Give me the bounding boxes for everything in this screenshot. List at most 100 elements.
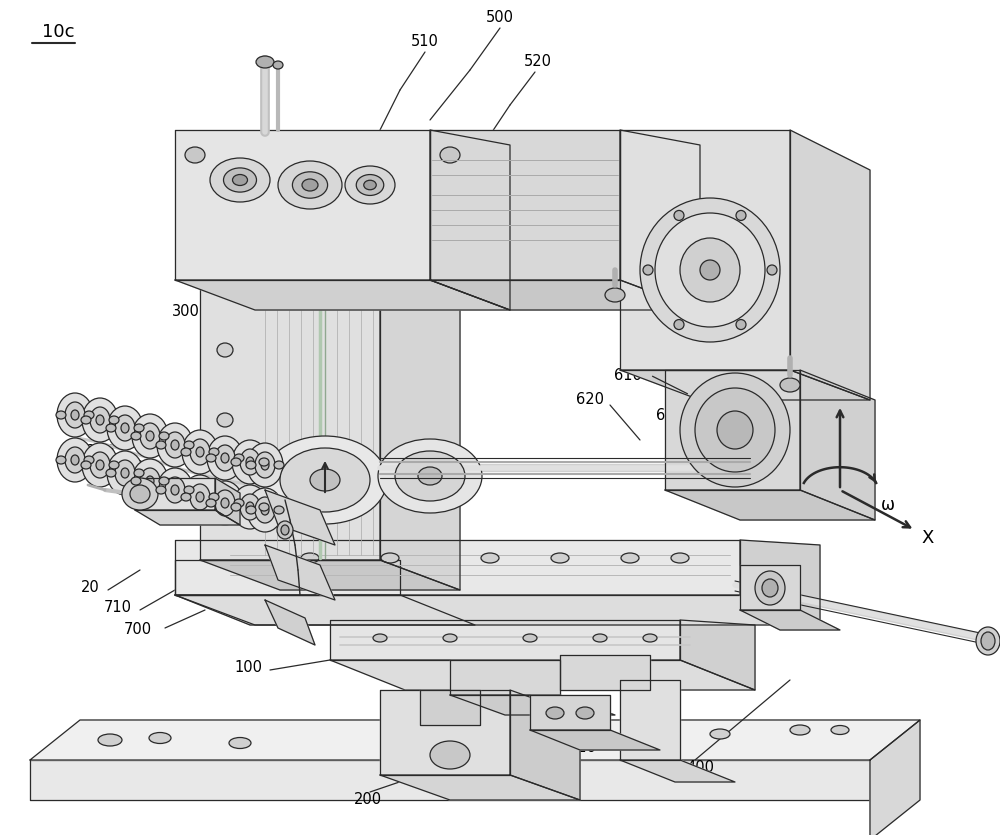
Ellipse shape [261, 505, 269, 515]
Polygon shape [740, 540, 820, 625]
Polygon shape [30, 760, 870, 800]
Ellipse shape [364, 180, 376, 190]
Polygon shape [870, 720, 920, 835]
Ellipse shape [680, 373, 790, 487]
Ellipse shape [255, 452, 275, 478]
Ellipse shape [345, 166, 395, 204]
Ellipse shape [82, 398, 118, 442]
Ellipse shape [65, 447, 85, 473]
Ellipse shape [90, 407, 110, 433]
Ellipse shape [206, 454, 216, 462]
Ellipse shape [259, 458, 269, 466]
Ellipse shape [115, 460, 135, 486]
Ellipse shape [207, 436, 243, 480]
Ellipse shape [81, 416, 91, 424]
Ellipse shape [274, 461, 284, 469]
Ellipse shape [157, 468, 193, 512]
Ellipse shape [131, 432, 141, 440]
Ellipse shape [109, 416, 119, 424]
Ellipse shape [71, 455, 79, 465]
Polygon shape [620, 760, 735, 782]
Ellipse shape [277, 521, 293, 539]
Text: 200: 200 [354, 792, 382, 807]
Ellipse shape [655, 213, 765, 327]
Polygon shape [790, 130, 870, 400]
Text: 610: 610 [614, 367, 642, 382]
Ellipse shape [121, 423, 129, 433]
Ellipse shape [378, 439, 482, 513]
Ellipse shape [373, 634, 387, 642]
Polygon shape [175, 595, 475, 625]
Ellipse shape [310, 469, 340, 491]
Ellipse shape [215, 445, 235, 471]
Polygon shape [265, 545, 335, 600]
Polygon shape [620, 680, 680, 760]
Ellipse shape [56, 411, 66, 419]
Ellipse shape [549, 735, 571, 746]
Ellipse shape [381, 553, 399, 563]
Ellipse shape [440, 147, 460, 163]
Ellipse shape [96, 460, 104, 470]
Ellipse shape [107, 406, 143, 450]
Ellipse shape [146, 476, 154, 486]
Ellipse shape [443, 634, 457, 642]
Ellipse shape [281, 525, 289, 535]
Ellipse shape [57, 438, 93, 482]
Polygon shape [420, 690, 480, 725]
Polygon shape [175, 130, 430, 280]
Ellipse shape [84, 411, 94, 419]
Ellipse shape [576, 707, 594, 719]
Ellipse shape [621, 553, 639, 563]
Ellipse shape [232, 175, 248, 185]
Text: 300: 300 [172, 305, 200, 320]
Ellipse shape [182, 475, 218, 519]
Ellipse shape [190, 439, 210, 465]
Polygon shape [380, 225, 460, 590]
Ellipse shape [57, 393, 93, 437]
Text: 400: 400 [686, 761, 714, 776]
Ellipse shape [82, 443, 118, 487]
Text: 600: 600 [656, 407, 684, 423]
Ellipse shape [106, 424, 116, 432]
Ellipse shape [171, 440, 179, 450]
Ellipse shape [207, 481, 243, 525]
Ellipse shape [122, 478, 158, 510]
Ellipse shape [81, 461, 91, 469]
Polygon shape [265, 600, 315, 645]
Ellipse shape [246, 461, 256, 469]
Ellipse shape [140, 423, 160, 449]
Ellipse shape [159, 432, 169, 440]
Polygon shape [200, 560, 460, 590]
Ellipse shape [395, 451, 465, 501]
Ellipse shape [255, 497, 275, 523]
Polygon shape [175, 540, 740, 595]
Ellipse shape [217, 343, 233, 357]
Ellipse shape [210, 158, 270, 202]
Ellipse shape [165, 477, 185, 503]
Polygon shape [740, 610, 840, 630]
Ellipse shape [190, 484, 210, 510]
Ellipse shape [247, 443, 283, 487]
Ellipse shape [246, 506, 256, 514]
Polygon shape [430, 280, 700, 310]
Ellipse shape [240, 494, 260, 520]
Text: ω: ω [881, 496, 895, 514]
Text: 1200: 1200 [78, 444, 115, 459]
Ellipse shape [671, 553, 689, 563]
Ellipse shape [831, 726, 849, 735]
Ellipse shape [184, 441, 194, 449]
Ellipse shape [149, 732, 171, 743]
Ellipse shape [755, 571, 785, 605]
Ellipse shape [215, 490, 235, 516]
Ellipse shape [246, 457, 254, 467]
Ellipse shape [263, 436, 387, 524]
Ellipse shape [981, 632, 995, 650]
Ellipse shape [224, 168, 256, 192]
Polygon shape [510, 690, 580, 800]
Ellipse shape [247, 488, 283, 532]
Ellipse shape [196, 492, 204, 502]
Polygon shape [665, 490, 875, 520]
Ellipse shape [234, 499, 244, 507]
Ellipse shape [481, 553, 499, 563]
Ellipse shape [65, 402, 85, 428]
